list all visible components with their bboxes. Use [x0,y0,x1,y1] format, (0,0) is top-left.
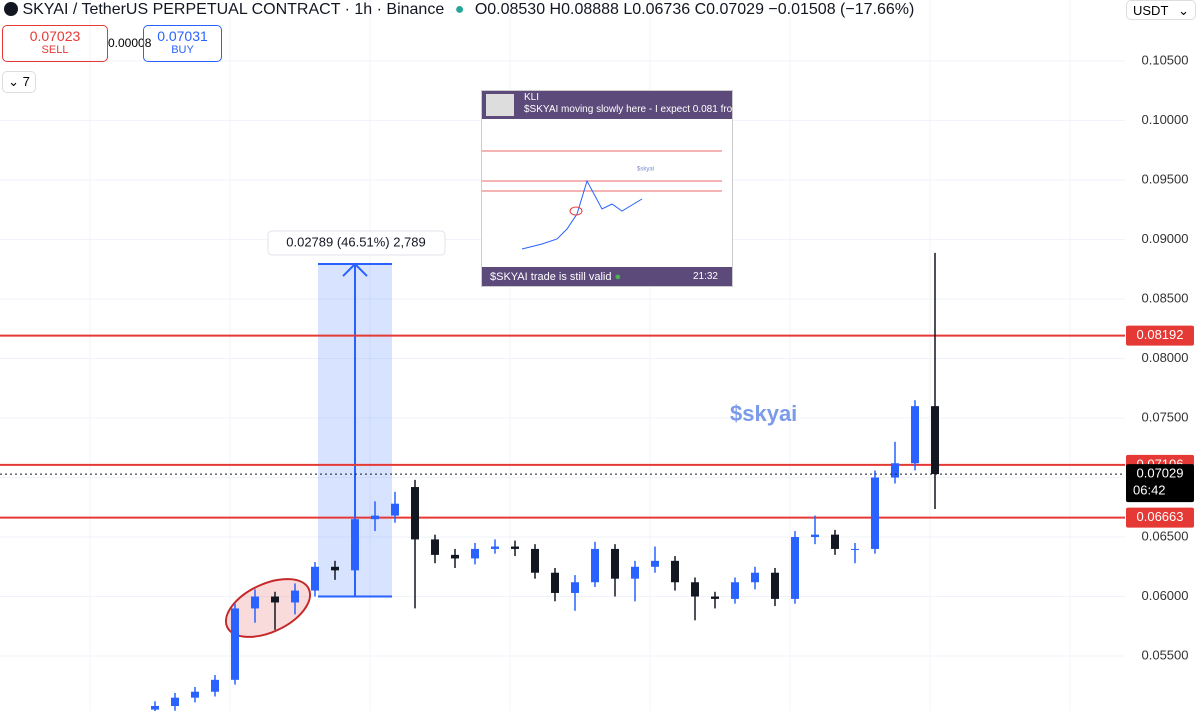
currency-select[interactable]: USDT ⌄ [1126,0,1196,20]
ohlc-low: L0.06736 [623,1,691,18]
candle-body [771,572,779,599]
inset-time: 21:32 [692,271,718,282]
y-tick-label: 0.07500 [1142,409,1189,424]
ohlc-open: O0.08530 [474,1,546,18]
inset-message: KLI $SKYAI moving slowly here - I expect… [482,91,732,119]
inset-footer: $SKYAI trade is still valid ● 21:32 [482,267,732,286]
price-tag [1126,507,1194,528]
y-tick-label: 0.08000 [1142,350,1189,365]
symbol-title[interactable]: SKYAI / TetherUS PERPETUAL CONTRACT · 1h… [22,1,445,18]
last-price-tag [1126,464,1194,503]
sell-price: 0.07023 [29,28,81,44]
candle-body [531,548,539,573]
candle-body [231,608,239,680]
buy-label: BUY [171,44,194,56]
candle-body [411,487,419,540]
candle-body [711,596,719,599]
inset-screenshot: KLI $SKYAI moving slowly here - I expect… [481,90,733,287]
candle-body [611,548,619,579]
candle-body [271,596,279,603]
logo [4,2,18,16]
inset-text: $SKYAI moving slowly here - I expect 0.0… [524,104,733,115]
candle-body [371,515,379,520]
y-tick-label: 0.08500 [1142,290,1189,305]
indicators-toggle[interactable]: ⌄ 7 [2,71,36,93]
candle-body [591,548,599,583]
spread: 0.00008 [108,36,152,50]
candle-body [911,406,919,464]
highlight-ellipse [224,578,312,638]
candle-body [171,697,179,707]
candle-body [431,539,439,555]
countdown: 06:42 [1133,483,1166,498]
price-axis [1125,0,1200,711]
y-tick-label: 0.09500 [1142,171,1189,186]
inset-author: KLI [524,92,540,103]
candle-body [471,548,479,559]
y-tick-label: 0.05500 [1142,647,1189,662]
candle-body [631,566,639,579]
candle-body [731,582,739,599]
candle-body [891,463,899,478]
last-price-label: 0.07029 [1137,466,1184,481]
measure-label: 0.02789 (46.51%) 2,789 [286,234,426,249]
candle-body [491,546,499,549]
candle-body [851,548,859,550]
candle-body [751,572,759,583]
check: ● [614,271,622,283]
y-tick-label: 0.09000 [1142,231,1189,246]
candle-body [571,582,579,593]
ohlc-close: C0.07029 [694,1,764,18]
status-dot: ● [454,1,465,18]
candle-body [291,590,299,603]
arrow-head [342,262,368,277]
ohlc-high: H0.08888 [549,1,619,18]
y-tick-label: 0.10500 [1142,52,1189,67]
inset-price [521,179,643,250]
candle-body [351,519,359,571]
candle-body [791,537,799,599]
change: −0.01508 (−17.66%) [768,1,915,18]
candle-body [671,560,679,583]
candle-body [451,554,459,559]
y-tick-label: 0.10000 [1142,112,1189,127]
candle-body [831,534,839,549]
candle-body [691,582,699,597]
candle-body [191,691,199,698]
sell-label: SELL [41,44,69,56]
measure-label-box [267,230,446,256]
inset-circle [569,206,583,216]
inset-chart: $skyai [482,150,722,250]
buy-price: 0.07031 [157,28,208,44]
sell-button[interactable]: 0.07023 SELL [2,25,108,62]
y-tick-label: 0.06500 [1142,528,1189,543]
header: SKYAI / TetherUS PERPETUAL CONTRACT · 1h… [4,0,914,20]
candle-body [511,546,519,549]
candle-body [651,560,659,567]
candle-body [871,477,879,549]
candle-body [331,566,339,571]
y-tick-label: 0.06000 [1142,588,1189,603]
price-tag-label: 0.06663 [1137,509,1184,524]
candle-body [211,679,219,692]
currency: USDT [1133,3,1169,18]
inset-caption: $SKYAI trade is still valid [490,271,612,283]
candle-body [931,406,939,475]
price-tag-label: 0.08192 [1137,327,1184,342]
candle-body [391,503,399,516]
buy-button[interactable]: 0.07031 BUY [143,25,222,62]
candle-body [311,566,319,591]
inset-tag: $skyai [637,167,654,173]
chevron: ⌄ [1178,3,1189,18]
indicator-count: 7 [22,74,30,89]
candle-body [811,534,819,538]
candle-body [151,706,159,710]
annotation: $skyai [730,401,797,426]
inset-thumb [486,94,514,116]
price-tag [1126,325,1194,346]
candle-body [551,572,559,593]
candle-body [251,596,259,609]
